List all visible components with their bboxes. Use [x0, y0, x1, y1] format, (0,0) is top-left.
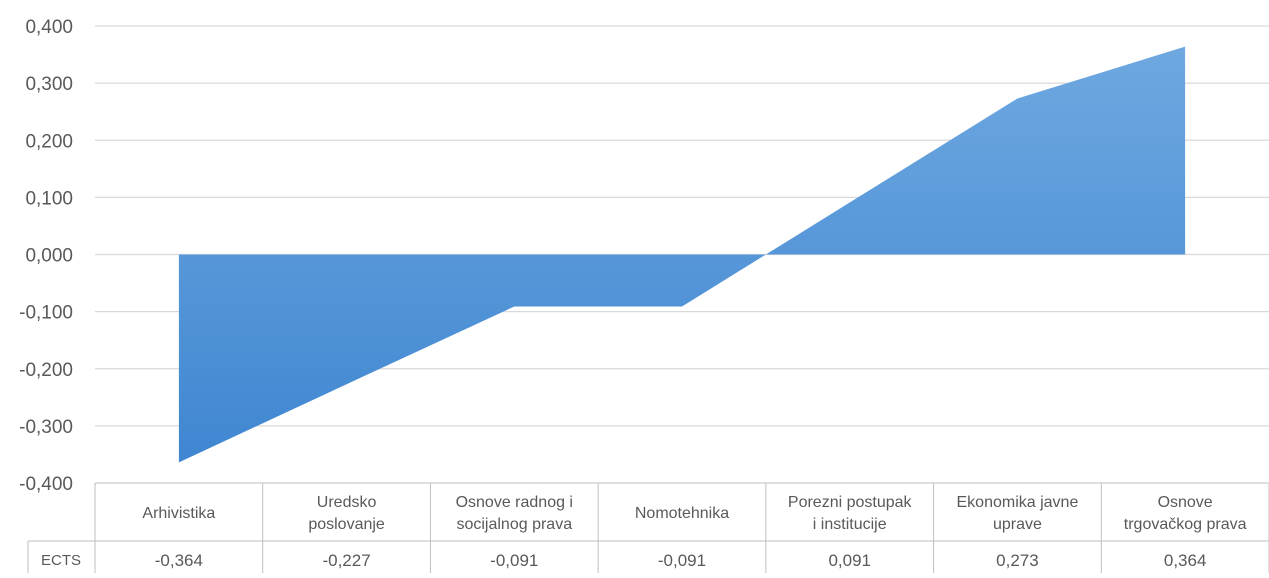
category-label: Nomotehnika — [635, 505, 729, 522]
category-label: uprave — [993, 516, 1042, 533]
category-label: Arhivistika — [142, 505, 215, 522]
data-value-label: 0,091 — [828, 551, 871, 570]
category-label: Osnove — [1158, 494, 1213, 511]
category-label: socijalnog prava — [456, 516, 572, 533]
y-tick-label: 0,400 — [25, 17, 73, 38]
category-label: Ekonomika javne — [957, 494, 1079, 511]
plot-area — [179, 46, 1185, 462]
y-tick-label: 0,100 — [25, 188, 73, 209]
y-tick-label: -0,200 — [19, 360, 73, 381]
data-value-label: -0,364 — [155, 551, 203, 570]
data-value-label: 0,273 — [996, 551, 1039, 570]
y-tick-label: -0,400 — [19, 474, 73, 495]
series-name-label: ECTS — [41, 552, 81, 569]
data-value-label: -0,091 — [658, 551, 706, 570]
data-table: Arhivistika Uredsko poslovanje Osnove radno… — [28, 483, 1269, 573]
y-tick-label: -0,300 — [19, 417, 73, 438]
y-tick-label: 0,200 — [25, 131, 73, 152]
category-label: i institucije — [813, 516, 887, 533]
category-label: Uredsko — [317, 494, 377, 511]
y-tick-label: 0,300 — [25, 74, 73, 95]
category-label: trgovačkog prava — [1124, 516, 1247, 533]
data-value-label: 0,364 — [1164, 551, 1207, 570]
y-axis: 0,400 0,300 0,200 0,100 0,000 -0,100 -0,200 -0,… — [19, 17, 73, 495]
data-value-label: -0,091 — [490, 551, 538, 570]
category-label: Osnove radnog i — [456, 494, 573, 511]
data-value-label: -0,227 — [322, 551, 370, 570]
y-tick-label: 0,000 — [25, 246, 73, 267]
y-tick-label: -0,100 — [19, 303, 73, 324]
area-series-ects — [179, 47, 1185, 463]
category-label: Porezni postupak — [788, 494, 913, 511]
category-label: poslovanje — [308, 516, 385, 533]
